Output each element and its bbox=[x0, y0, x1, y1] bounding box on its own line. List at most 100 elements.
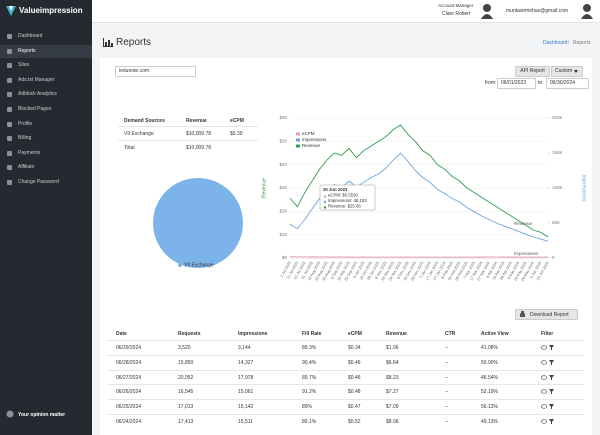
menu-icon bbox=[7, 92, 12, 98]
manager-label: Account Manager bbox=[438, 3, 474, 8]
menu-icon bbox=[7, 107, 12, 112]
view-icon bbox=[541, 360, 548, 365]
filter-icons[interactable] bbox=[541, 359, 555, 366]
menu-icon bbox=[7, 136, 12, 142]
menu-label: Ads.txt Manager bbox=[18, 76, 55, 83]
view-icon bbox=[541, 419, 548, 424]
range-button[interactable]: Custom bbox=[551, 66, 583, 77]
table-cell: 17,013 bbox=[178, 404, 194, 411]
to-date[interactable]: 06/30/2024 bbox=[546, 78, 589, 89]
filter-icons[interactable] bbox=[541, 374, 555, 381]
menu-item[interactable]: Affiliate bbox=[0, 161, 92, 174]
table-cell: 15,850 bbox=[178, 359, 194, 366]
table-cell: -- bbox=[445, 404, 449, 411]
table-cell: 15,061 bbox=[238, 389, 254, 396]
table-cell: $0.46 bbox=[348, 374, 361, 381]
y2-tick-label: 150K bbox=[552, 150, 563, 155]
menu-label: Billing bbox=[18, 135, 32, 142]
from-date[interactable]: 06/01/2023 bbox=[497, 78, 536, 89]
breadcrumb-link[interactable]: Dashboard bbox=[543, 40, 568, 46]
y-tick-label: $30 bbox=[279, 185, 287, 190]
view-icon bbox=[541, 389, 548, 394]
menu-item[interactable]: Blocked Pages bbox=[0, 103, 92, 116]
legend-label[interactable]: Revenue bbox=[302, 143, 321, 148]
tooltip-line: 30 Jun 2023 bbox=[323, 187, 348, 192]
y2-tick-label: 200K bbox=[552, 115, 563, 120]
table-cell: 15,511 bbox=[238, 419, 253, 425]
filter-icons[interactable] bbox=[541, 418, 555, 425]
download-icon bbox=[520, 311, 525, 317]
menu-icon bbox=[7, 165, 12, 171]
feedback-icon bbox=[6, 410, 14, 418]
table-cell: 15,142 bbox=[238, 404, 254, 411]
menu-item[interactable]: Sites bbox=[0, 59, 92, 72]
table-cell: $8.06 bbox=[386, 419, 399, 425]
tooltip-dot bbox=[323, 195, 327, 198]
menu-label: Blocked Pages bbox=[18, 106, 52, 112]
logo-icon bbox=[6, 6, 16, 16]
filter-icon bbox=[549, 404, 554, 410]
download-button[interactable]: Download Report bbox=[515, 309, 578, 320]
menu-label: Profile bbox=[18, 120, 33, 127]
table-cell: $0.52 bbox=[348, 419, 361, 425]
legend-dot bbox=[178, 263, 182, 267]
legend-swatch bbox=[296, 138, 300, 142]
menu-icon bbox=[7, 150, 12, 156]
filter-icons[interactable] bbox=[541, 388, 555, 395]
menu-item[interactable]: Adblock Analytics bbox=[0, 88, 92, 101]
menu-item[interactable]: Change Password bbox=[0, 176, 92, 189]
end-label: Impressions bbox=[514, 251, 539, 256]
table-cell: 14,327 bbox=[238, 359, 254, 366]
y-tick-label: $20 bbox=[279, 209, 287, 214]
table-cell: 56.13% bbox=[481, 404, 498, 411]
table-cell: 46.54% bbox=[481, 374, 498, 381]
table-cell: 3,520 bbox=[178, 345, 191, 351]
api-report-button[interactable]: API Report bbox=[515, 66, 550, 77]
table-cell: 17,413 bbox=[178, 419, 194, 425]
table-cell: 20,052 bbox=[178, 374, 194, 381]
menu-icon bbox=[7, 63, 12, 69]
table-cell: 16,545 bbox=[178, 389, 194, 396]
tooltip-box bbox=[319, 184, 376, 211]
menu-item[interactable]: Payments bbox=[0, 147, 92, 160]
tooltip-line: eCPM: $0.5530 bbox=[328, 193, 358, 198]
legend-label[interactable]: eCPM bbox=[302, 131, 315, 136]
menu-item[interactable]: Profile bbox=[0, 118, 92, 131]
menu-label: Payments bbox=[18, 149, 41, 156]
view-icon bbox=[541, 404, 548, 409]
feedback-link[interactable]: Your opinion matter bbox=[18, 412, 66, 418]
table-cell: 06/28/2024 bbox=[116, 359, 142, 366]
table-cell: $0.46 bbox=[348, 359, 361, 366]
y2-axis-title: Impressions bbox=[581, 175, 587, 202]
filter-icons[interactable] bbox=[541, 403, 555, 410]
legend-label[interactable]: Impressions bbox=[302, 137, 327, 142]
table-cell: 06/26/2024 bbox=[116, 389, 142, 396]
table-cell: 06/25/2024 bbox=[116, 404, 142, 411]
legend-swatch bbox=[296, 144, 300, 148]
menu-item[interactable]: Billing bbox=[0, 132, 92, 145]
summary-cell: $10,009.78 bbox=[186, 131, 212, 137]
pie-slice bbox=[153, 178, 243, 268]
user-email[interactable]: muntasirmirhaz@gmail.com bbox=[506, 8, 569, 14]
user-avatar[interactable] bbox=[580, 2, 594, 19]
page-title: Reports bbox=[116, 37, 152, 48]
table-header: Revenue bbox=[386, 331, 407, 337]
menu-item[interactable]: Ads.txt Manager bbox=[0, 74, 92, 87]
menu-item[interactable]: Dashboard bbox=[0, 30, 92, 43]
summary-cell: $0.39 bbox=[230, 131, 243, 137]
table-header: eCPM bbox=[348, 331, 362, 337]
table-row-line bbox=[108, 414, 584, 415]
table-cell: $0.34 bbox=[348, 345, 361, 351]
table-cell: 89% bbox=[302, 404, 313, 411]
menu-item[interactable]: Reports bbox=[0, 44, 92, 58]
filter-icons[interactable] bbox=[541, 344, 555, 351]
summary-cell: VII Exchange bbox=[124, 131, 154, 137]
table-row-line bbox=[108, 354, 584, 356]
site-select[interactable]: iedunote.com bbox=[115, 66, 196, 77]
y2-tick-label: 50K bbox=[552, 220, 560, 225]
table-row-line bbox=[108, 399, 584, 401]
menu-icon bbox=[7, 180, 12, 185]
summary-cell: $10,009.78 bbox=[186, 145, 212, 151]
table-header: Active View bbox=[481, 331, 509, 337]
